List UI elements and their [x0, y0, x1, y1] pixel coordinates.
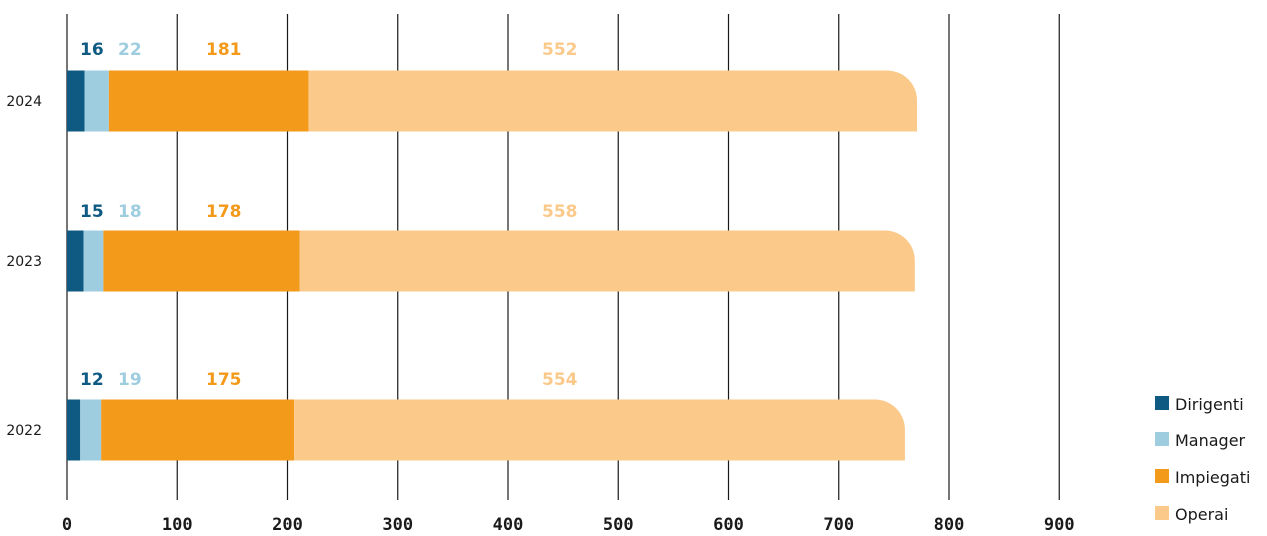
bar-segment: [108, 70, 309, 132]
bar-segment: [83, 230, 104, 292]
bar-segment: [299, 230, 915, 292]
data-label: 22: [118, 40, 142, 60]
data-label: 175: [206, 370, 242, 390]
bar-segment: [101, 399, 295, 461]
legend-label: Dirigenti: [1175, 395, 1244, 414]
bar-segment: [103, 230, 300, 292]
data-label: 18: [118, 202, 142, 222]
category-label: 2024: [6, 94, 42, 110]
legend: Dirigenti Manager Impiegati Operai: [1155, 395, 1250, 524]
legend-swatch: [1155, 469, 1169, 483]
legend-swatch: [1155, 506, 1169, 520]
bar-segment: [308, 70, 918, 132]
data-label: 181: [206, 40, 242, 60]
bar-segment: [67, 230, 84, 292]
data-label: 19: [118, 370, 142, 390]
data-label: 16: [80, 40, 104, 60]
category-label: 2023: [6, 254, 42, 270]
x-tick-label: 900: [1044, 515, 1075, 535]
bars: [67, 70, 918, 461]
x-tick-label: 300: [382, 515, 413, 535]
x-tick-label: 100: [162, 515, 193, 535]
bar-segment: [84, 70, 109, 132]
x-tick-label: 400: [493, 515, 524, 535]
category-label: 2022: [6, 423, 42, 439]
legend-label: Operai: [1175, 505, 1228, 524]
x-tick-label: 700: [823, 515, 854, 535]
x-tick-label: 800: [934, 515, 965, 535]
bar-segment: [80, 399, 102, 461]
data-label: 552: [542, 40, 578, 60]
legend-label: Impiegati: [1175, 468, 1250, 487]
bar-segment: [67, 70, 85, 132]
bar-segment: [67, 399, 81, 461]
legend-swatch: [1155, 396, 1169, 410]
data-label: 558: [542, 202, 578, 222]
category-labels: 2024 2023 2022: [6, 94, 42, 439]
x-axis-tick-labels: 0 100 200 300 400 500 600 700 800 900: [62, 515, 1075, 535]
data-label: 12: [80, 370, 104, 390]
x-tick-label: 200: [272, 515, 303, 535]
data-label: 15: [80, 202, 104, 222]
legend-swatch: [1155, 432, 1169, 446]
data-label: 178: [206, 202, 242, 222]
data-labels: 16 22 181 552 15 18 178 558 12 19 175 554: [80, 40, 578, 390]
data-label: 554: [542, 370, 578, 390]
x-tick-label: 0: [62, 515, 72, 535]
legend-label: Manager: [1175, 431, 1246, 450]
x-tick-label: 600: [713, 515, 744, 535]
x-tick-label: 500: [603, 515, 634, 535]
bar-segment: [294, 399, 905, 461]
